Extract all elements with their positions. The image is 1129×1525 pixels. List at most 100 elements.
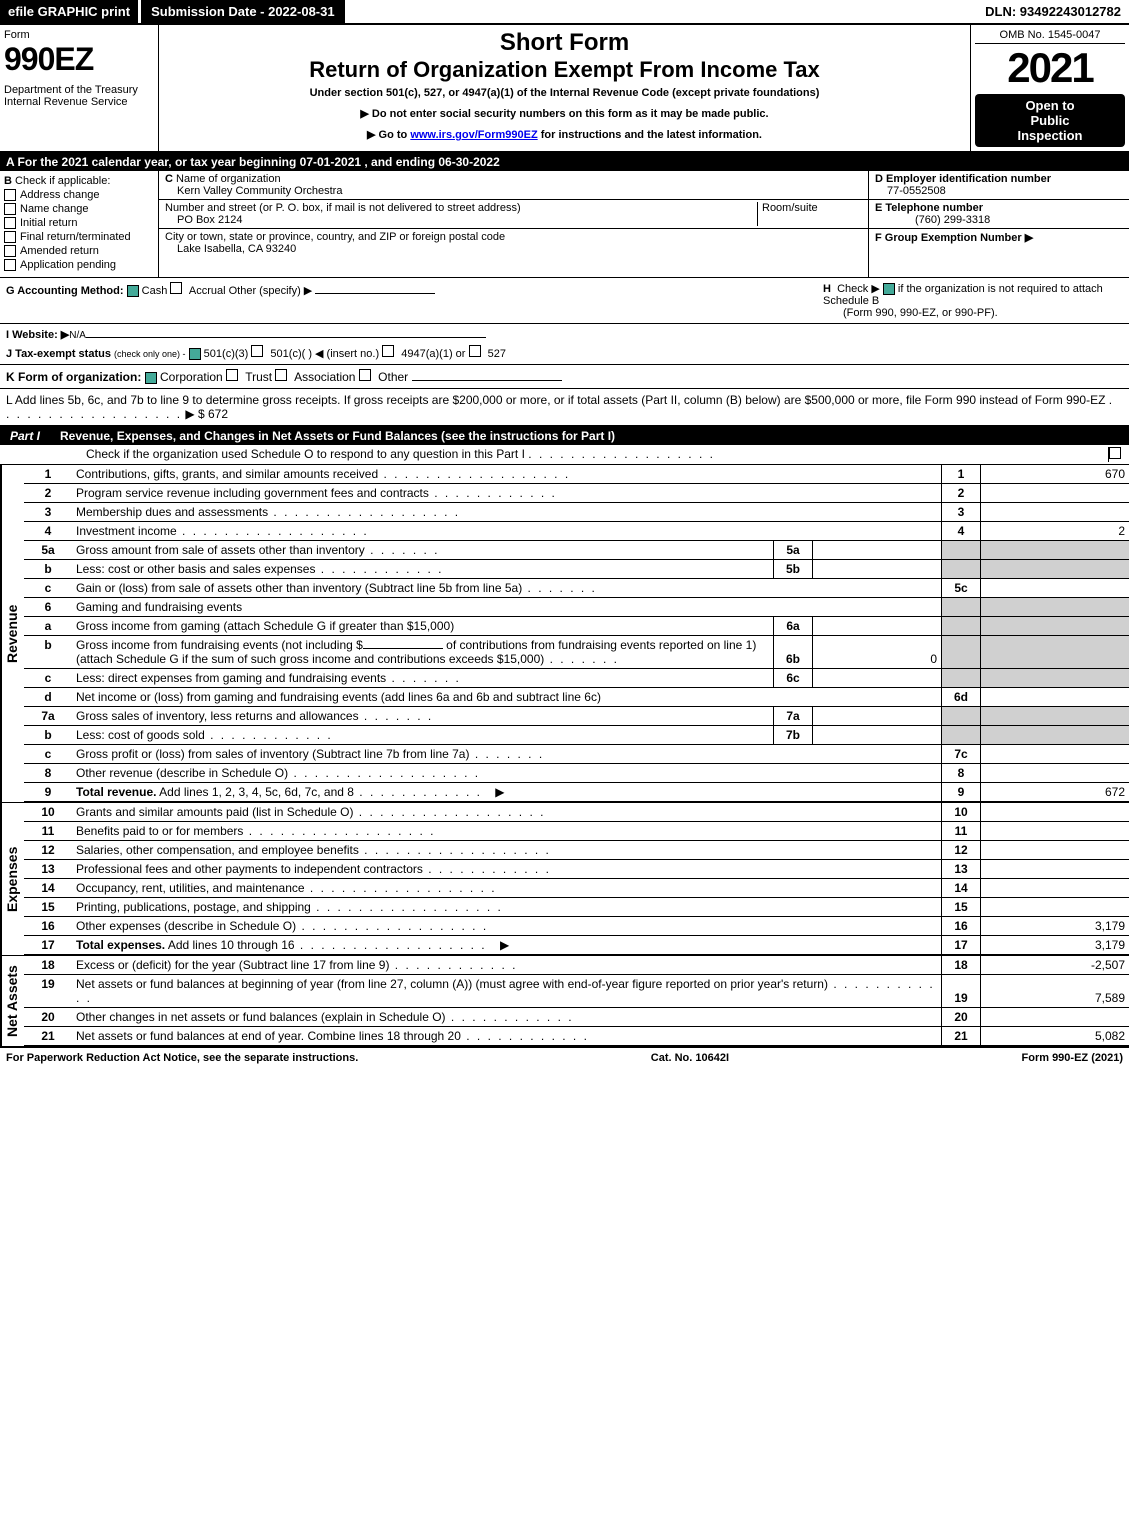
section-a-tax-year: A For the 2021 calendar year, or tax yea… bbox=[0, 153, 1129, 171]
under-section: Under section 501(c), 527, or 4947(a)(1)… bbox=[167, 87, 962, 99]
form-reference: Form 990-EZ (2021) bbox=[1022, 1052, 1124, 1064]
line-6d: d Net income or (loss) from gaming and f… bbox=[24, 688, 1129, 707]
section-b: B Check if applicable: Address change Na… bbox=[0, 171, 159, 277]
line-7c: c Gross profit or (loss) from sales of i… bbox=[24, 745, 1129, 764]
expenses-section: Expenses 10 Grants and similar amounts p… bbox=[0, 803, 1129, 956]
catalog-number: Cat. No. 10642I bbox=[651, 1052, 729, 1064]
4947-checkbox[interactable] bbox=[382, 345, 394, 357]
section-g: G Accounting Method: Cash Accrual Other … bbox=[6, 282, 435, 319]
tax-year: 2021 bbox=[975, 44, 1125, 92]
line-6: 6 Gaming and fundraising events bbox=[24, 598, 1129, 617]
info-grid: B Check if applicable: Address change Na… bbox=[0, 171, 1129, 278]
line-1: 1 Contributions, gifts, grants, and simi… bbox=[24, 465, 1129, 484]
line-8: 8 Other revenue (describe in Schedule O)… bbox=[24, 764, 1129, 783]
line-6b-value: 0 bbox=[813, 636, 942, 669]
section-d-label: D Employer identification number bbox=[875, 173, 1051, 185]
ein-value: 77-0552508 bbox=[875, 185, 946, 197]
checkbox-amended-return[interactable]: Amended return bbox=[4, 245, 154, 257]
cash-checkbox[interactable] bbox=[127, 285, 139, 297]
revenue-side-label: Revenue bbox=[0, 465, 24, 802]
net-assets-side-label: Net Assets bbox=[0, 956, 24, 1046]
checkbox-final-return[interactable]: Final return/terminated bbox=[4, 231, 154, 243]
submission-date: Submission Date - 2022-08-31 bbox=[141, 0, 345, 23]
section-i-j: I Website: ▶N/A J Tax-exempt status (che… bbox=[0, 324, 1129, 365]
section-def: D Employer identification number 77-0552… bbox=[869, 171, 1129, 277]
header-center: Short Form Return of Organization Exempt… bbox=[159, 25, 971, 151]
line-14: 14 Occupancy, rent, utilities, and maint… bbox=[24, 879, 1129, 898]
other-checkbox[interactable] bbox=[359, 369, 371, 381]
line-13: 13 Professional fees and other payments … bbox=[24, 860, 1129, 879]
accrual-checkbox[interactable] bbox=[170, 282, 182, 294]
return-title: Return of Organization Exempt From Incom… bbox=[167, 57, 962, 83]
association-checkbox[interactable] bbox=[275, 369, 287, 381]
open-to-public-badge: Open to Public Inspection bbox=[975, 94, 1125, 147]
line-21: 21 Net assets or fund balances at end of… bbox=[24, 1027, 1129, 1046]
revenue-section: Revenue 1 Contributions, gifts, grants, … bbox=[0, 465, 1129, 803]
section-e-label: E Telephone number bbox=[875, 202, 983, 214]
line-17: 17 Total expenses. Add lines 10 through … bbox=[24, 936, 1129, 955]
checkbox-name-change[interactable]: Name change bbox=[4, 203, 154, 215]
line-5c: c Gain or (loss) from sale of assets oth… bbox=[24, 579, 1129, 598]
go-to-instructions: ▶ Go to www.irs.gov/Form990EZ for instru… bbox=[167, 128, 962, 141]
line-18: 18 Excess or (deficit) for the year (Sub… bbox=[24, 956, 1129, 975]
header-right: OMB No. 1545-0047 2021 Open to Public In… bbox=[971, 25, 1129, 151]
part-1-label: Part I bbox=[0, 427, 50, 445]
trust-checkbox[interactable] bbox=[226, 369, 238, 381]
street-address: PO Box 2124 bbox=[165, 214, 242, 226]
check-schedule-o: Check if the organization used Schedule … bbox=[0, 445, 1129, 465]
line-10: 10 Grants and similar amounts paid (list… bbox=[24, 803, 1129, 822]
room-suite-label: Room/suite bbox=[757, 202, 862, 226]
line-6b: b Gross income from fundraising events (… bbox=[24, 636, 1129, 669]
line-5a: 5a Gross amount from sale of assets othe… bbox=[24, 541, 1129, 560]
line-3: 3 Membership dues and assessments 3 bbox=[24, 503, 1129, 522]
schedule-b-checkbox[interactable] bbox=[883, 283, 895, 295]
section-h: H Check ▶ if the organization is not req… bbox=[823, 282, 1123, 319]
paperwork-notice: For Paperwork Reduction Act Notice, see … bbox=[6, 1052, 358, 1064]
telephone-value: (760) 299-3318 bbox=[875, 214, 990, 226]
checkbox-address-change[interactable]: Address change bbox=[4, 189, 154, 201]
line-6c: c Less: direct expenses from gaming and … bbox=[24, 669, 1129, 688]
gross-receipts-value: 672 bbox=[208, 407, 228, 421]
form-number: 990EZ bbox=[4, 41, 154, 78]
checkbox-initial-return[interactable]: Initial return bbox=[4, 217, 154, 229]
line-21-value: 5,082 bbox=[981, 1027, 1129, 1046]
line-1-value: 670 bbox=[981, 465, 1129, 484]
line-3-value bbox=[981, 503, 1129, 522]
line-2: 2 Program service revenue including gove… bbox=[24, 484, 1129, 503]
expenses-side-label: Expenses bbox=[0, 803, 24, 955]
part-1-title: Revenue, Expenses, and Changes in Net As… bbox=[50, 427, 1129, 445]
org-name: Kern Valley Community Orchestra bbox=[165, 185, 342, 197]
section-l: L Add lines 5b, 6c, and 7b to line 9 to … bbox=[0, 389, 1129, 427]
501c3-checkbox[interactable] bbox=[189, 348, 201, 360]
line-15: 15 Printing, publications, postage, and … bbox=[24, 898, 1129, 917]
schedule-o-checkbox[interactable] bbox=[1109, 447, 1121, 459]
efile-button[interactable]: efile GRAPHIC print bbox=[0, 0, 138, 23]
line-19: 19 Net assets or fund balances at beginn… bbox=[24, 975, 1129, 1008]
line-16: 16 Other expenses (describe in Schedule … bbox=[24, 917, 1129, 936]
line-16-value: 3,179 bbox=[981, 917, 1129, 936]
line-5b: b Less: cost or other basis and sales ex… bbox=[24, 560, 1129, 579]
line-7a: 7a Gross sales of inventory, less return… bbox=[24, 707, 1129, 726]
checkbox-application-pending[interactable]: Application pending bbox=[4, 259, 154, 271]
line-19-value: 7,589 bbox=[981, 975, 1129, 1008]
page-footer: For Paperwork Reduction Act Notice, see … bbox=[0, 1048, 1129, 1068]
corporation-checkbox[interactable] bbox=[145, 372, 157, 384]
top-bar: efile GRAPHIC print Submission Date - 20… bbox=[0, 0, 1129, 25]
section-c: C Name of organization Kern Valley Commu… bbox=[159, 171, 869, 277]
line-18-value: -2,507 bbox=[981, 956, 1129, 975]
part-1-header: Part I Revenue, Expenses, and Changes in… bbox=[0, 427, 1129, 445]
501c-checkbox[interactable] bbox=[251, 345, 263, 357]
section-f-label: F Group Exemption Number ▶ bbox=[875, 232, 1033, 244]
website-value: N/A bbox=[69, 330, 86, 341]
line-6a: a Gross income from gaming (attach Sched… bbox=[24, 617, 1129, 636]
line-12: 12 Salaries, other compensation, and emp… bbox=[24, 841, 1129, 860]
line-20: 20 Other changes in net assets or fund b… bbox=[24, 1008, 1129, 1027]
dln-number: DLN: 93492243012782 bbox=[977, 0, 1129, 23]
form-label: Form bbox=[4, 29, 154, 41]
header-left: Form 990EZ Department of the TreasuryInt… bbox=[0, 25, 159, 151]
line-9: 9 Total revenue. Add lines 1, 2, 3, 4, 5… bbox=[24, 783, 1129, 802]
line-17-value: 3,179 bbox=[981, 936, 1129, 955]
form-header: Form 990EZ Department of the TreasuryInt… bbox=[0, 25, 1129, 153]
527-checkbox[interactable] bbox=[469, 345, 481, 357]
irs-link[interactable]: www.irs.gov/Form990EZ bbox=[410, 129, 537, 141]
